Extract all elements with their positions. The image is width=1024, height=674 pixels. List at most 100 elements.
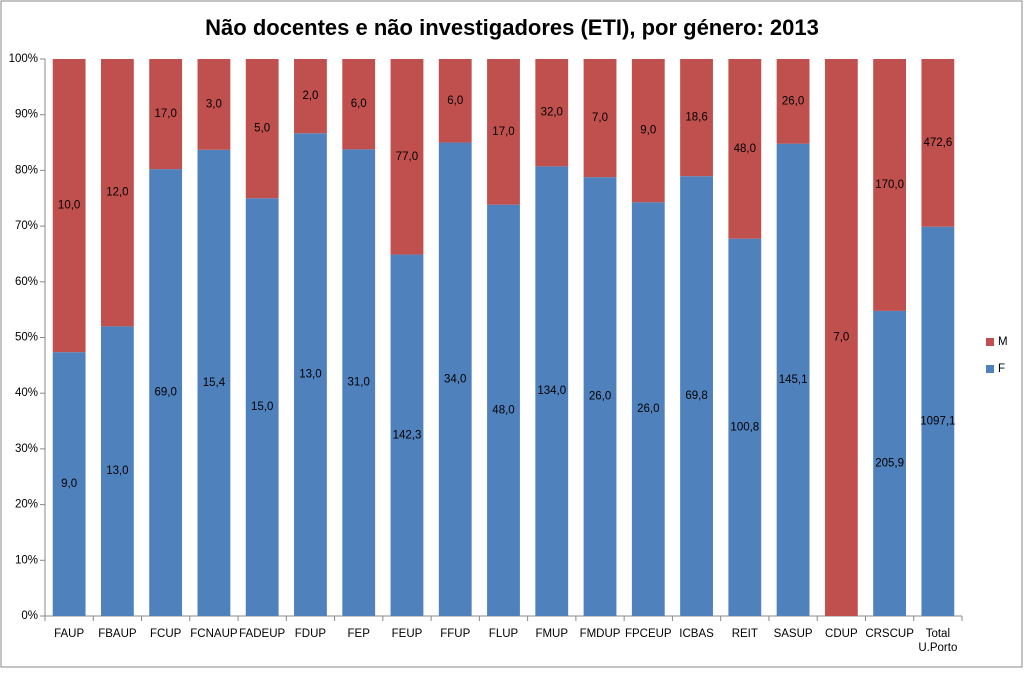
x-tick-label: FAUP [54,628,84,640]
bar-segment [921,59,955,227]
data-label: 69,8 [685,390,707,402]
bar-segment [487,59,520,205]
data-label: 7,0 [592,112,608,124]
data-label: 15,0 [251,401,273,413]
data-label: 12,0 [106,187,128,199]
chart-title: Não docentes e não investigadores (ETI),… [205,15,819,40]
data-label: 100,8 [730,421,759,433]
x-tick-label: FMDUP [580,628,621,640]
legend-swatch [986,338,994,346]
bar-segment [631,202,665,616]
y-tick-label: 100% [9,53,38,65]
bar-segment [873,59,907,311]
data-label: 26,0 [637,403,659,415]
bar-segment [342,59,376,150]
bar-segment [680,176,713,616]
data-label: 48,0 [734,143,756,155]
data-label: 9,0 [640,125,656,137]
bar-segment [583,177,617,616]
y-tick-label: 10% [15,554,38,566]
bar-segment [52,59,86,353]
bar-segment [776,143,810,616]
y-tick-label: 40% [15,387,38,399]
data-label: 32,0 [541,107,563,119]
bar-segment [583,59,617,178]
bar-segment [438,59,472,143]
data-label: 17,0 [492,126,514,138]
x-tick-label: CRSCUP [865,628,914,640]
data-label: 6,0 [351,98,367,110]
legend-label: F [998,363,1005,375]
x-tick-label: Total U.Porto [918,628,957,654]
data-label: 13,0 [299,369,321,381]
legend-label: M [998,336,1008,348]
data-label: 2,0 [302,90,318,102]
bar-segment [631,59,665,203]
data-label: 170,0 [875,179,904,191]
legend-swatch [986,365,994,373]
bar-segment [245,198,279,616]
data-label: 472,6 [923,137,952,149]
x-tick-label: REIT [732,628,758,640]
bar-segment [728,59,762,239]
x-tick-label: FCNAUP [190,628,238,640]
x-tick-label: FEP [348,628,371,640]
data-label: 9,0 [61,478,77,490]
x-tick-label: FPCEUP [625,628,672,640]
bar-segment [342,149,376,616]
data-label: 1097,1 [920,415,955,427]
bar-segment [728,238,762,616]
x-tick-label: FBAUP [98,628,137,640]
data-label: 5,0 [254,123,270,135]
data-label: 34,0 [444,373,466,385]
bar-segment [535,166,569,617]
y-tick-label: 80% [15,164,38,176]
y-tick-label: 20% [15,499,38,511]
bar-segment [680,59,713,177]
x-tick-label: FMUP [535,628,568,640]
bar-segment [294,133,327,616]
data-label: 17,0 [154,108,176,120]
x-tick-label: ICBAS [679,628,714,640]
bar-segment [438,142,472,617]
bar-segment [100,59,134,327]
bar-segment [52,352,86,616]
y-tick-label: 30% [15,443,38,455]
x-tick-label: FCUP [150,628,182,640]
data-label: 145,1 [779,374,808,386]
y-tick-label: 90% [15,109,38,121]
data-label: 31,0 [348,377,370,389]
bar-segment [487,204,520,616]
x-tick-label: FDUP [295,628,327,640]
data-label: 48,0 [492,404,514,416]
bar-segment [245,59,279,199]
y-tick-label: 60% [15,276,38,288]
y-tick-label: 0% [21,610,38,622]
data-label: 69,0 [154,387,176,399]
data-label: 6,0 [447,95,463,107]
y-tick-label: 70% [15,220,38,232]
x-tick-label: FLUP [489,628,519,640]
x-tick-label: FFUP [440,628,470,640]
x-tick-label: FADEUP [239,628,285,640]
bar-segment [535,59,569,167]
bar-segment [294,59,327,134]
data-label: 26,0 [782,95,804,107]
bar-segment [197,59,231,150]
x-tick-label: FEUP [392,628,423,640]
data-label: 13,0 [106,465,128,477]
data-label: 26,0 [589,391,611,403]
bar-segment [149,169,183,616]
data-label: 142,3 [393,429,422,441]
data-label: 205,9 [875,457,904,469]
bar-segment [390,254,424,617]
bar-segment [197,149,231,616]
data-label: 15,4 [203,377,226,389]
bar-segment [921,226,955,616]
data-label: 18,6 [685,112,707,124]
bar-segment [149,59,183,170]
data-label: 10,0 [58,200,80,212]
data-label: 77,0 [396,151,418,163]
bar-segment [824,59,858,616]
